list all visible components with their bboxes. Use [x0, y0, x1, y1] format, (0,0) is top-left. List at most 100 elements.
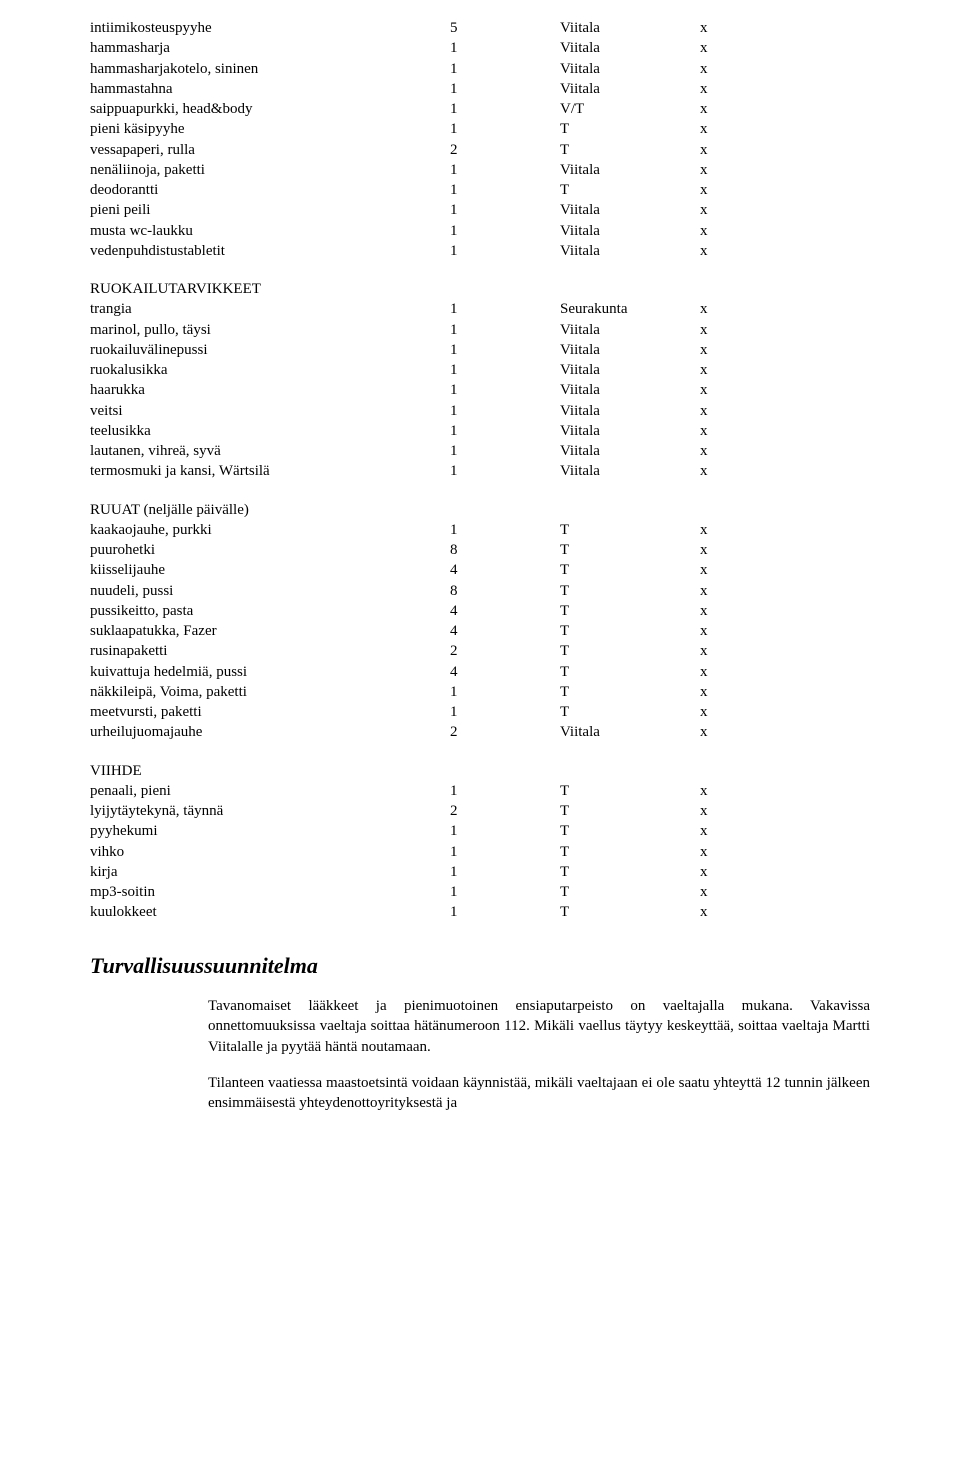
item-name: vihko: [90, 842, 450, 862]
item-check: x: [700, 842, 740, 862]
item-check: x: [700, 461, 740, 481]
item-qty: 1: [450, 99, 560, 119]
item-source: Viitala: [560, 401, 700, 421]
item-source: T: [560, 621, 700, 641]
item-qty: 8: [450, 581, 560, 601]
item-qty: 2: [450, 801, 560, 821]
item-check: x: [700, 601, 740, 621]
item-qty: 5: [450, 18, 560, 38]
list-item: penaali, pieni1Tx: [90, 781, 870, 801]
item-qty: 1: [450, 241, 560, 261]
item-qty: 2: [450, 140, 560, 160]
list-item: intiimikosteuspyyhe5Viitalax: [90, 18, 870, 38]
item-name: hammasharja: [90, 38, 450, 58]
list-item: vessapaperi, rulla2Tx: [90, 140, 870, 160]
item-qty: 1: [450, 360, 560, 380]
item-name: nuudeli, pussi: [90, 581, 450, 601]
item-name: kirja: [90, 862, 450, 882]
list-item: trangia1Seurakuntax: [90, 299, 870, 319]
item-name: meetvursti, paketti: [90, 702, 450, 722]
item-source: Viitala: [560, 340, 700, 360]
item-name: trangia: [90, 299, 450, 319]
list-item: teelusikka1Viitalax: [90, 421, 870, 441]
item-source: Viitala: [560, 200, 700, 220]
item-qty: 1: [450, 221, 560, 241]
list-item: vihko1Tx: [90, 842, 870, 862]
item-source: Viitala: [560, 221, 700, 241]
item-source: T: [560, 641, 700, 661]
list-item: nenäliinoja, paketti1Viitalax: [90, 160, 870, 180]
list-item: hammastahna1Viitalax: [90, 79, 870, 99]
item-qty: 1: [450, 299, 560, 319]
list-item: pieni peili1Viitalax: [90, 200, 870, 220]
item-qty: 1: [450, 882, 560, 902]
item-source: T: [560, 581, 700, 601]
item-qty: 4: [450, 601, 560, 621]
list-item: hammasharjakotelo, sininen1Viitalax: [90, 59, 870, 79]
item-check: x: [700, 18, 740, 38]
item-check: x: [700, 221, 740, 241]
item-qty: 1: [450, 79, 560, 99]
item-source: T: [560, 140, 700, 160]
item-source: Viitala: [560, 320, 700, 340]
item-check: x: [700, 241, 740, 261]
item-qty: 1: [450, 821, 560, 841]
item-qty: 4: [450, 560, 560, 580]
list-item: vedenpuhdistustabletit1Viitalax: [90, 241, 870, 261]
item-check: x: [700, 320, 740, 340]
list-item: pieni käsipyyhe1Tx: [90, 119, 870, 139]
section-title-b: RUOKAILUTARVIKKEET: [90, 279, 870, 299]
item-check: x: [700, 540, 740, 560]
list-item: näkkileipä, Voima, paketti1Tx: [90, 682, 870, 702]
item-name: vedenpuhdistustabletit: [90, 241, 450, 261]
item-name: veitsi: [90, 401, 450, 421]
item-source: Viitala: [560, 722, 700, 742]
item-check: x: [700, 862, 740, 882]
item-source: T: [560, 862, 700, 882]
item-name: pieni peili: [90, 200, 450, 220]
item-check: x: [700, 682, 740, 702]
item-qty: 1: [450, 180, 560, 200]
item-check: x: [700, 59, 740, 79]
item-name: lyijytäytekynä, täynnä: [90, 801, 450, 821]
item-qty: 1: [450, 702, 560, 722]
items-section-d: penaali, pieni1Txlyijytäytekynä, täynnä2…: [90, 781, 870, 923]
item-name: kaakaojauhe, purkki: [90, 520, 450, 540]
item-qty: 1: [450, 320, 560, 340]
item-qty: 4: [450, 621, 560, 641]
item-check: x: [700, 421, 740, 441]
list-item: marinol, pullo, täysi1Viitalax: [90, 320, 870, 340]
list-item: termosmuki ja kansi, Wärtsilä1Viitalax: [90, 461, 870, 481]
item-name: nenäliinoja, paketti: [90, 160, 450, 180]
item-source: T: [560, 601, 700, 621]
item-source: Viitala: [560, 461, 700, 481]
item-qty: 2: [450, 722, 560, 742]
item-check: x: [700, 702, 740, 722]
item-name: vessapaperi, rulla: [90, 140, 450, 160]
item-check: x: [700, 581, 740, 601]
list-item: deodorantti1Tx: [90, 180, 870, 200]
item-qty: 1: [450, 902, 560, 922]
item-source: T: [560, 540, 700, 560]
item-qty: 4: [450, 662, 560, 682]
item-source: Viitala: [560, 241, 700, 261]
item-check: x: [700, 821, 740, 841]
item-name: rusinapaketti: [90, 641, 450, 661]
list-item: musta wc-laukku1Viitalax: [90, 221, 870, 241]
item-check: x: [700, 119, 740, 139]
item-name: kiisselijauhe: [90, 560, 450, 580]
list-item: suklaapatukka, Fazer4Tx: [90, 621, 870, 641]
list-item: lautanen, vihreä, syvä1Viitalax: [90, 441, 870, 461]
item-source: Viitala: [560, 160, 700, 180]
item-qty: 1: [450, 200, 560, 220]
item-qty: 1: [450, 119, 560, 139]
item-source: T: [560, 902, 700, 922]
item-name: pussikeitto, pasta: [90, 601, 450, 621]
item-source: T: [560, 781, 700, 801]
item-qty: 1: [450, 682, 560, 702]
list-item: meetvursti, paketti1Tx: [90, 702, 870, 722]
list-item: kuulokkeet1Tx: [90, 902, 870, 922]
item-name: musta wc-laukku: [90, 221, 450, 241]
item-qty: 1: [450, 441, 560, 461]
item-check: x: [700, 299, 740, 319]
